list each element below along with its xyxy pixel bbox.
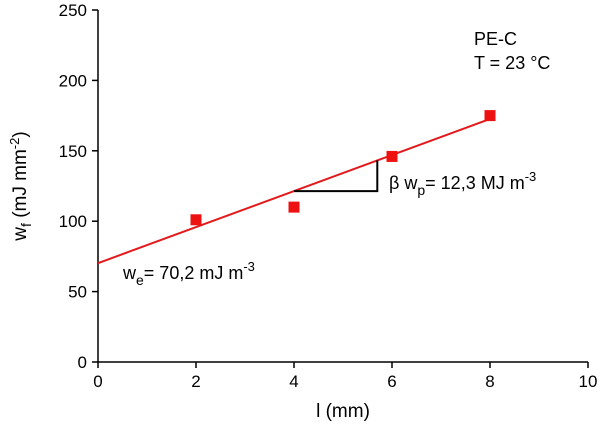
we-text: = 70,2 mJ m xyxy=(144,263,244,283)
y-tick-label: 200 xyxy=(59,71,87,90)
data-points xyxy=(190,110,496,226)
tick-marks xyxy=(92,9,589,368)
x-tick-label: 6 xyxy=(387,372,396,391)
x-tick-label: 4 xyxy=(289,372,298,391)
beta-wp-text: = 12,3 MJ m xyxy=(425,173,525,193)
y-tick-label: 250 xyxy=(59,1,87,20)
data-point xyxy=(386,150,398,162)
axes xyxy=(97,10,588,363)
beta-wp-sup: -3 xyxy=(525,169,537,184)
y-axis-label-base: w xyxy=(10,227,31,242)
x-axis-label: l (mm) xyxy=(316,401,370,422)
we-sub: e xyxy=(136,272,144,288)
data-point xyxy=(484,110,496,122)
material-label: PE-C xyxy=(474,29,517,49)
y-tick-label: 0 xyxy=(78,353,87,372)
x-tick-label: 8 xyxy=(485,372,494,391)
beta-wp-base: w xyxy=(399,173,418,193)
x-tick-label: 10 xyxy=(579,372,598,391)
beta-wp-annotation: β wp= 12,3 MJ m-3 xyxy=(389,169,536,198)
y-axis-label-unit: (mJ mm xyxy=(10,149,31,223)
slope-triangle xyxy=(294,160,379,193)
y-tick-label: 100 xyxy=(59,212,87,231)
beta-wp-sub: p xyxy=(417,182,425,198)
beta-symbol: β xyxy=(389,173,399,193)
y-axis-label-sub: f xyxy=(18,223,34,227)
data-point xyxy=(288,201,300,213)
y-tick-label: 50 xyxy=(68,283,87,302)
we-base: w xyxy=(122,263,137,283)
temperature-label: T = 23 °C xyxy=(474,53,550,73)
we-annotation: we= 70,2 mJ m-3 xyxy=(122,259,255,288)
data-point xyxy=(190,214,202,226)
we-sup: -3 xyxy=(243,259,255,274)
x-tick-label: 2 xyxy=(191,372,200,391)
y-tick-label: 150 xyxy=(59,142,87,161)
y-axis-label-sup: -2 xyxy=(7,138,22,150)
y-axis-label: wf (mJ mm-2) xyxy=(7,131,34,241)
y-axis-label-close: ) xyxy=(10,131,31,137)
x-tick-label: 0 xyxy=(93,372,102,391)
